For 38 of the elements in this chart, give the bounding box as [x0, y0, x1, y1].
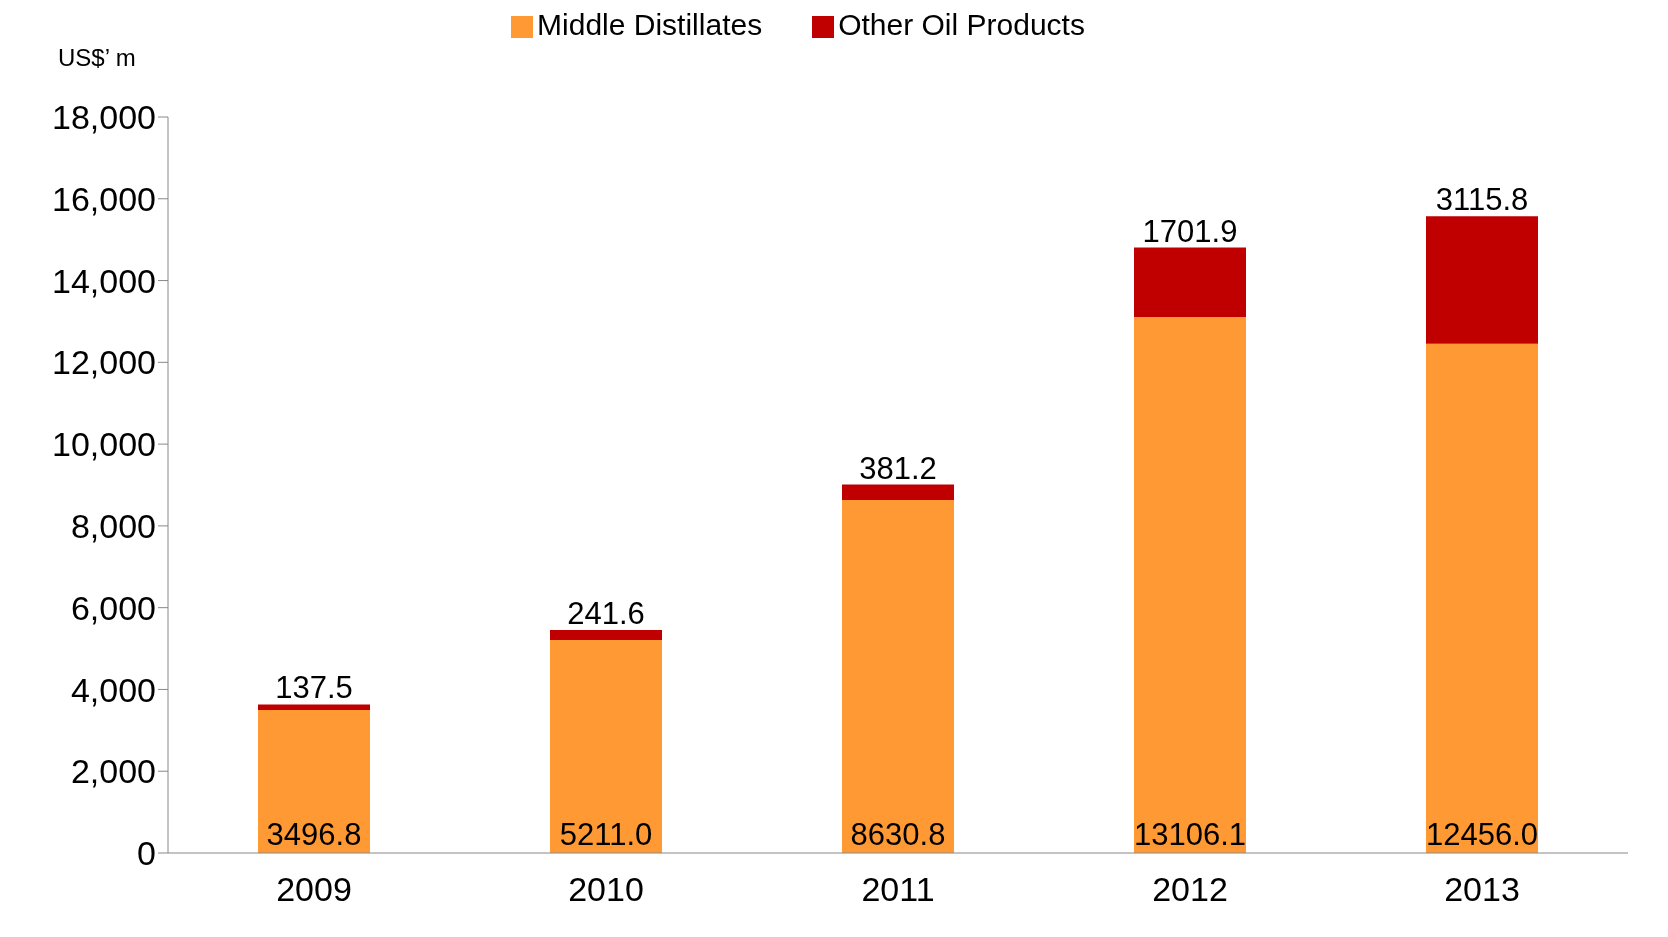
bar: [550, 630, 662, 640]
data-label: 12456.0: [1425, 817, 1539, 852]
bar: [258, 704, 370, 711]
y-tick-label: 0: [137, 834, 156, 873]
legend-label: Middle Distillates: [537, 8, 763, 41]
data-label: 13106.1: [1133, 817, 1247, 852]
y-tick-label: 14,000: [52, 261, 156, 300]
data-label: 241.6: [567, 596, 645, 632]
y-tick-label: 2,000: [70, 752, 156, 791]
bar: [258, 710, 370, 853]
data-label: 5211.0: [559, 817, 653, 852]
data-label: 1701.9: [1142, 213, 1238, 249]
y-tick-label: 16,000: [52, 179, 156, 218]
bar: [842, 484, 954, 501]
data-label: 3496.8: [266, 817, 362, 852]
y-tick-label: 10,000: [52, 425, 156, 464]
bar: [1426, 343, 1538, 853]
y-tick-label: 12,000: [52, 343, 156, 382]
x-tick-label: 2013: [1444, 870, 1520, 909]
y-tick-label: 4,000: [70, 670, 156, 709]
legend-label: Other Oil Products: [838, 8, 1085, 41]
bar: [1134, 317, 1246, 853]
y-tick-label: 6,000: [70, 588, 156, 627]
y-axis-title: US$’ m: [58, 44, 136, 72]
x-tick-label: 2011: [861, 870, 935, 909]
data-label: 3115.8: [1435, 182, 1529, 218]
bar: [1134, 247, 1246, 318]
y-tick-label: 18,000: [52, 98, 156, 137]
data-label: 137.5: [275, 670, 353, 706]
bar: [550, 639, 662, 853]
y-tick-label: 8,000: [70, 506, 156, 545]
x-tick-label: 2009: [276, 870, 352, 909]
bar: [842, 500, 954, 853]
x-tick-label: 2010: [568, 870, 644, 909]
data-label: 8630.8: [850, 817, 946, 852]
x-tick-label: 2012: [1152, 870, 1228, 909]
data-label: 381.2: [859, 450, 937, 486]
bar: [1426, 216, 1538, 344]
